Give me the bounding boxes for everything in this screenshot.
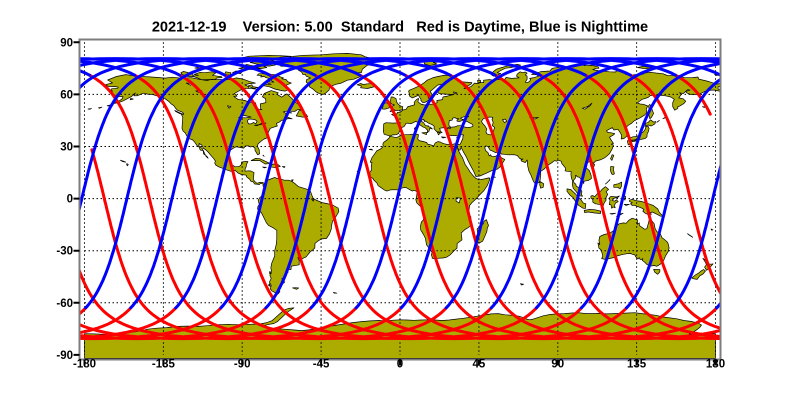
svg-text:180: 180: [706, 359, 725, 371]
svg-text:0: 0: [67, 194, 73, 206]
svg-text:-90: -90: [56, 350, 73, 362]
svg-text:-90: -90: [234, 359, 251, 371]
svg-text:90: 90: [551, 359, 564, 371]
svg-text:-60: -60: [56, 298, 73, 310]
svg-text:30: 30: [60, 142, 73, 154]
svg-text:-30: -30: [56, 246, 73, 258]
svg-text:-180: -180: [73, 359, 96, 371]
svg-text:-45: -45: [313, 359, 330, 371]
svg-text:-135: -135: [152, 359, 176, 371]
svg-text:0: 0: [397, 359, 403, 371]
svg-text:135: 135: [627, 359, 647, 371]
svg-text:90: 90: [60, 37, 73, 49]
svg-text:45: 45: [473, 359, 486, 371]
svg-text:2021-12-19 Version: 5.00 S: 2021-12-19 Version: 5.00 Standard Red is…: [152, 20, 648, 36]
svg-text:60: 60: [60, 89, 73, 101]
